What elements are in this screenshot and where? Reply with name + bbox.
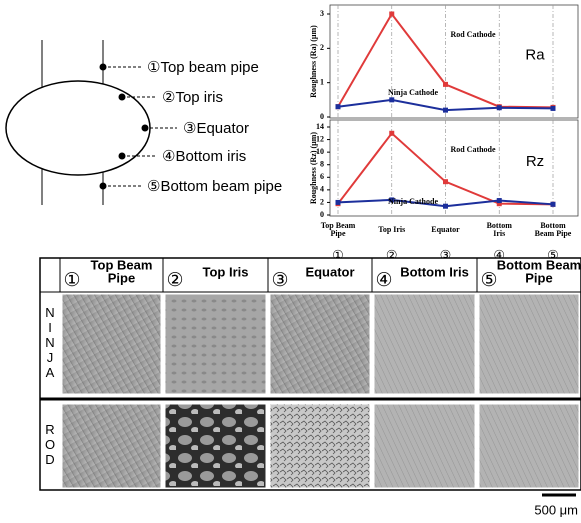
data-point	[551, 106, 556, 111]
data-point	[336, 104, 341, 109]
micrograph	[165, 294, 266, 394]
y-tick-label: 0	[320, 112, 324, 121]
header-title: Bottom Iris	[400, 264, 469, 279]
position-label: ③Equator	[183, 120, 249, 137]
y-tick-label: 0	[320, 210, 324, 219]
header-number: ①	[63, 270, 80, 291]
position-label: ⑤Bottom beam pipe	[147, 178, 282, 195]
position-dot	[100, 183, 107, 190]
micrograph	[479, 294, 579, 394]
position-dot	[100, 64, 107, 71]
header-number: ②	[166, 270, 183, 291]
data-point	[443, 204, 448, 209]
data-point	[443, 82, 448, 87]
data-point	[389, 12, 394, 17]
cavity-diagram	[6, 40, 150, 205]
header-title: Equator	[305, 264, 354, 279]
data-point	[551, 202, 556, 207]
position-dot	[119, 94, 126, 101]
y-tick-label: 8	[320, 160, 324, 169]
y-tick-label: 1	[320, 77, 324, 86]
series-label: Rod Cathode	[450, 30, 496, 39]
data-point	[389, 131, 394, 136]
y-tick-label: 2	[320, 43, 324, 52]
position-dot	[142, 125, 149, 132]
position-label: ④Bottom iris	[162, 148, 246, 165]
data-point	[336, 200, 341, 205]
data-point	[443, 108, 448, 113]
micrograph	[479, 404, 579, 488]
micrograph	[270, 294, 370, 394]
header-number: ④	[375, 270, 392, 291]
micrograph	[62, 404, 161, 488]
series-label: Rod Cathode	[450, 145, 496, 154]
panel-annotation: Rz	[526, 153, 544, 170]
header-number: ③	[271, 270, 288, 291]
y-axis-title: Roughness (Ra) (μm)	[309, 25, 318, 98]
y-tick-label: 14	[316, 122, 324, 131]
data-point	[389, 97, 394, 102]
y-tick-label: 6	[320, 172, 324, 181]
header-title: Top Iris	[203, 264, 249, 279]
series-label: Ninja Cathode	[388, 88, 438, 97]
data-point	[497, 198, 502, 203]
micrograph	[374, 404, 475, 488]
y-axis-title: Roughness (Rz) (μm)	[309, 132, 318, 204]
position-label: ②Top iris	[162, 89, 223, 106]
y-tick-label: 3	[320, 9, 324, 18]
scale-bar-label: 500 μm	[534, 502, 578, 517]
position-dot	[119, 153, 126, 160]
data-point	[443, 179, 448, 184]
micrograph	[62, 294, 161, 394]
series-label: Ninja Cathode	[388, 197, 438, 206]
micrograph	[374, 294, 475, 394]
y-tick-label: 4	[320, 185, 324, 194]
header-number: ⑤	[480, 270, 497, 291]
x-tick-label: Equator	[431, 225, 460, 234]
y-tick-label: 2	[320, 197, 324, 206]
x-tick-label: Top Iris	[378, 225, 405, 234]
data-point	[497, 105, 502, 110]
panel-annotation: Ra	[525, 46, 545, 63]
position-label: ①Top beam pipe	[147, 59, 259, 76]
cavity-ellipse	[6, 81, 150, 175]
figure: ①Top beam pipe②Top iris③Equator④Bottom i…	[0, 0, 581, 523]
micrograph	[270, 404, 370, 488]
micrograph	[165, 404, 266, 488]
